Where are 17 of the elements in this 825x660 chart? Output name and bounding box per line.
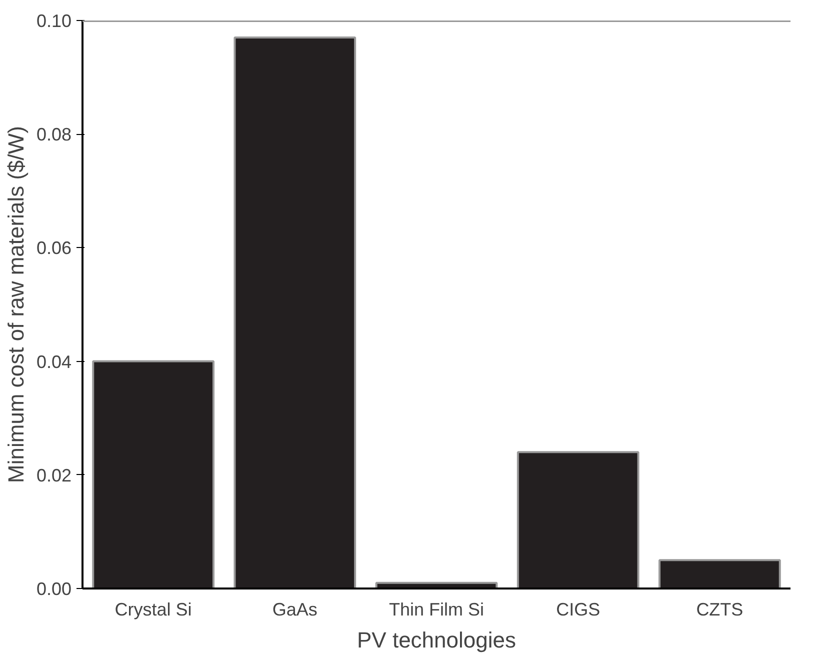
y-tick-label: 0.04 (36, 352, 72, 372)
x-tick-label: Crystal Si (114, 600, 192, 620)
x-axis-title: PV technologies (357, 628, 516, 652)
bar (234, 36, 356, 588)
y-tick-label: 0.08 (36, 124, 72, 145)
x-tick-label: GaAs (272, 600, 318, 620)
bar (658, 559, 781, 588)
y-axis-title: Minimum cost of raw materials ($/W) (3, 126, 28, 483)
x-tick-label: CIGS (556, 600, 600, 620)
y-tick-label: 0.06 (36, 238, 72, 258)
x-tick-label: Thin Film Si (388, 600, 484, 620)
y-tick-label: 0.02 (36, 465, 72, 486)
x-tick-label: CZTS (696, 600, 744, 620)
bar (516, 451, 640, 588)
y-tick-label: 0.10 (36, 11, 72, 31)
bar (92, 360, 214, 588)
y-tick-label: 0.00 (36, 579, 72, 599)
